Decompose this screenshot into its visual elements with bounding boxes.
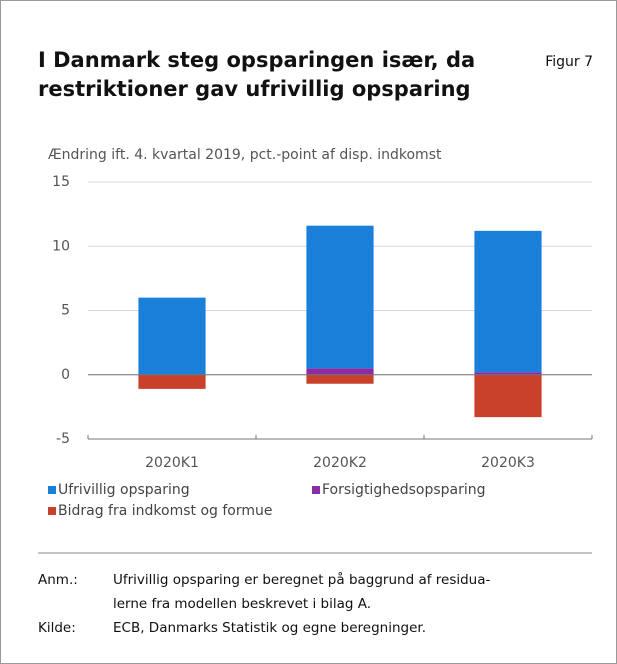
note-text: Ufrivillig opsparing er beregnet på bagg… [113,571,491,588]
legend-label: Bidrag fra indkomst og formue [58,503,273,519]
note-label: Kilde: [38,620,76,636]
y-axis-label: Ændring ift. 4. kvartal 2019, pct.-point… [48,147,442,163]
bar-segment [474,372,542,375]
x-tick-label: 2020K3 [481,455,535,471]
bar-segment [306,225,374,369]
x-tick-label: 2020K2 [313,455,367,471]
note-text: ECB, Danmarks Statistik og egne beregnin… [113,620,426,636]
legend-swatch [48,507,56,515]
bar-segment [474,374,542,418]
y-tick-label: 5 [61,303,70,319]
bar-segment [306,368,374,375]
bar-segment [306,374,374,384]
y-tick-label: 0 [61,367,70,383]
note-label: Anm.: [38,572,78,588]
note-text: lerne fra modellen beskrevet i bilag A. [113,596,371,612]
y-tick-label: 10 [52,238,70,254]
y-tick-label: 15 [52,174,70,190]
bar-segment [474,230,542,373]
legend-label: Ufrivillig opsparing [58,482,190,498]
bar-segment [138,297,206,375]
y-tick-label: -5 [56,431,70,447]
bar-segment [138,374,206,389]
legend-swatch [312,486,320,494]
x-tick-label: 2020K1 [145,455,199,471]
legend-label: Forsigtighedsopsparing [322,482,486,498]
legend-swatch [48,486,56,494]
figure-label: Figur 7 [545,54,593,70]
chart-title: restriktioner gav ufrivillig opsparing [38,77,471,101]
chart-title: I Danmark steg opsparingen især, da [38,48,475,72]
